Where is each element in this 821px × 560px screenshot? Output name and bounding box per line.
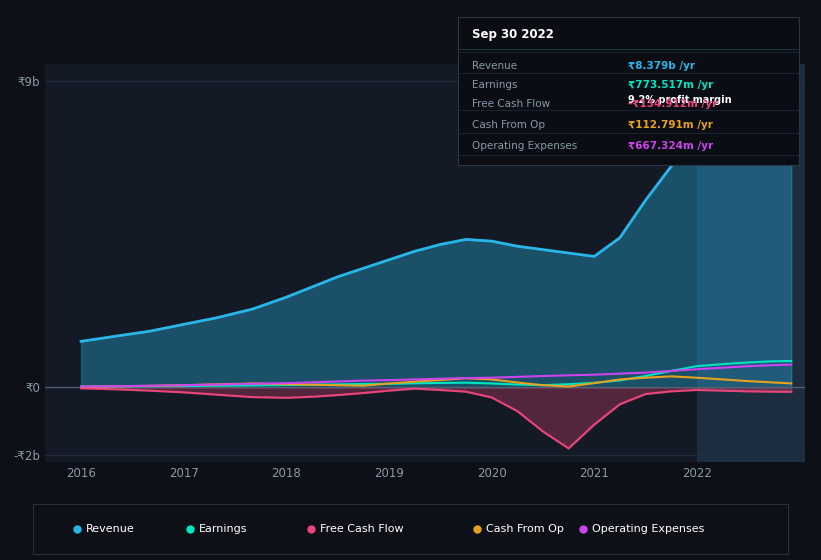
Text: Operating Expenses: Operating Expenses (472, 141, 577, 151)
Text: ₹667.324m /yr: ₹667.324m /yr (629, 141, 713, 151)
Bar (697, 64, 805, 462)
Text: Free Cash Flow: Free Cash Flow (320, 524, 403, 534)
Text: -₹134.912m /yr: -₹134.912m /yr (629, 99, 718, 109)
Text: Revenue: Revenue (472, 61, 517, 71)
Text: Cash From Op: Cash From Op (472, 120, 545, 130)
Text: Free Cash Flow: Free Cash Flow (472, 99, 550, 109)
Text: Cash From Op: Cash From Op (486, 524, 564, 534)
Text: Earnings: Earnings (472, 80, 517, 90)
Text: ₹8.379b /yr: ₹8.379b /yr (629, 61, 695, 71)
Text: 9.2% profit margin: 9.2% profit margin (629, 95, 732, 105)
Text: ₹773.517m /yr: ₹773.517m /yr (629, 80, 713, 90)
Text: Earnings: Earnings (199, 524, 247, 534)
Text: Revenue: Revenue (85, 524, 135, 534)
Text: Sep 30 2022: Sep 30 2022 (472, 28, 553, 41)
Text: ₹112.791m /yr: ₹112.791m /yr (629, 120, 713, 130)
Text: Operating Expenses: Operating Expenses (592, 524, 704, 534)
